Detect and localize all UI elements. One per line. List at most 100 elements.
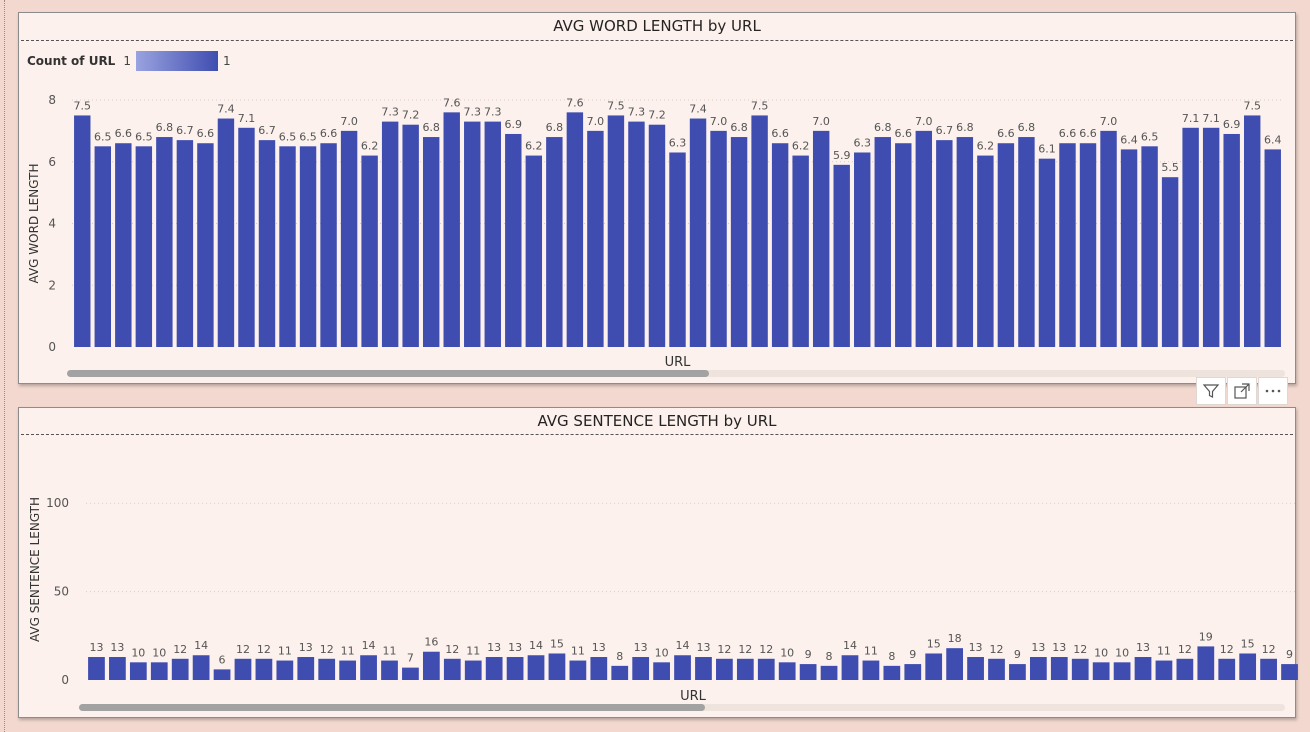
bar[interactable] [820, 665, 838, 680]
bar[interactable] [757, 658, 775, 680]
bar[interactable] [109, 657, 126, 680]
bar[interactable] [176, 140, 194, 347]
bar[interactable] [997, 143, 1015, 347]
sentence-length-visual[interactable]: AVG SENTENCE LENGTH by URL 0 50 100 13 13 10 1… [18, 407, 1300, 718]
bar[interactable] [135, 146, 153, 347]
word-length-visual[interactable]: AVG WORD LENGTH by URL Count of URL 1 1 … [18, 12, 1296, 384]
sentence-length-chart[interactable]: 0 50 100 13 13 10 10 12 14 6 12 12 11 13 12 11 14 11 7 16 12… [19, 408, 1300, 717]
bar[interactable] [736, 658, 754, 680]
bar[interactable] [1281, 664, 1298, 680]
bar[interactable] [1029, 657, 1047, 680]
bar[interactable] [716, 658, 733, 680]
bar[interactable] [1059, 143, 1076, 347]
bar[interactable] [546, 137, 563, 347]
bar[interactable] [74, 115, 91, 347]
bar[interactable] [1009, 664, 1026, 680]
bar[interactable] [841, 655, 859, 680]
bar[interactable] [1260, 658, 1277, 680]
bar[interactable] [1223, 133, 1240, 347]
bar[interactable] [674, 655, 691, 680]
bar[interactable] [1218, 658, 1236, 680]
bar[interactable] [915, 130, 933, 347]
bar[interactable] [569, 660, 587, 680]
bar[interactable] [506, 657, 524, 680]
bar[interactable] [1264, 149, 1281, 347]
bar[interactable] [988, 658, 1005, 680]
bar[interactable] [751, 115, 768, 347]
bar[interactable] [505, 133, 522, 347]
bar[interactable] [464, 121, 481, 347]
bar[interactable] [339, 660, 357, 680]
bar[interactable] [150, 662, 168, 680]
bar[interactable] [525, 155, 543, 347]
bar[interactable] [213, 669, 231, 680]
bar[interactable] [192, 655, 210, 680]
bar[interactable] [88, 657, 105, 680]
bar[interactable] [485, 657, 503, 680]
bar[interactable] [1113, 662, 1131, 680]
bar[interactable] [925, 653, 943, 680]
bar[interactable] [689, 118, 707, 348]
bar[interactable] [1134, 657, 1152, 680]
bar[interactable] [422, 651, 440, 680]
bar[interactable] [1161, 177, 1179, 347]
bar[interactable] [1050, 657, 1068, 680]
bar[interactable] [1197, 646, 1215, 680]
bar[interactable] [360, 655, 377, 680]
bar[interactable] [361, 155, 378, 347]
bar[interactable] [587, 130, 604, 347]
bar[interactable] [279, 146, 296, 347]
bar[interactable] [422, 137, 440, 347]
bar[interactable] [1100, 130, 1117, 347]
bar[interactable] [484, 121, 501, 347]
bar[interactable] [874, 137, 891, 347]
bar[interactable] [381, 121, 399, 347]
bar[interactable] [115, 143, 132, 347]
bar[interactable] [276, 660, 294, 680]
filter-button[interactable] [1196, 377, 1226, 405]
bar[interactable] [977, 155, 994, 347]
bar[interactable] [1079, 143, 1097, 347]
bar[interactable] [611, 665, 629, 680]
bar[interactable] [1038, 158, 1056, 347]
more-options-button[interactable] [1258, 377, 1288, 405]
bar[interactable] [833, 164, 850, 347]
bar[interactable] [1244, 115, 1261, 347]
bar[interactable] [171, 658, 189, 680]
bar[interactable] [1120, 149, 1138, 347]
sentence-length-scroll-thumb[interactable] [79, 704, 705, 711]
focus-mode-button[interactable] [1227, 377, 1257, 405]
bar[interactable] [653, 662, 670, 680]
bar[interactable] [946, 648, 964, 680]
bar[interactable] [883, 665, 901, 680]
bar[interactable] [443, 112, 460, 347]
bar[interactable] [904, 664, 922, 680]
bar[interactable] [607, 115, 625, 347]
bar[interactable] [320, 143, 337, 347]
bar[interactable] [669, 152, 686, 347]
bar[interactable] [381, 660, 398, 680]
bar[interactable] [129, 662, 147, 680]
bar[interactable] [812, 130, 830, 347]
bar[interactable] [299, 146, 317, 347]
bar[interactable] [854, 152, 871, 347]
bar[interactable] [238, 127, 255, 347]
bar[interactable] [1155, 660, 1173, 680]
bar[interactable] [1176, 658, 1194, 680]
bar[interactable] [1141, 146, 1158, 347]
bar[interactable] [895, 143, 912, 347]
bar[interactable] [956, 137, 974, 347]
bar[interactable] [156, 137, 173, 347]
bar[interactable] [258, 140, 276, 347]
bar[interactable] [778, 662, 796, 680]
bar[interactable] [710, 130, 727, 347]
bar[interactable] [255, 658, 273, 680]
bar[interactable] [402, 124, 419, 347]
bar[interactable] [443, 658, 461, 680]
bar[interactable] [1071, 658, 1089, 680]
bar[interactable] [1202, 127, 1220, 347]
bar[interactable] [771, 143, 789, 347]
bar[interactable] [695, 657, 712, 680]
bar[interactable] [936, 140, 953, 347]
